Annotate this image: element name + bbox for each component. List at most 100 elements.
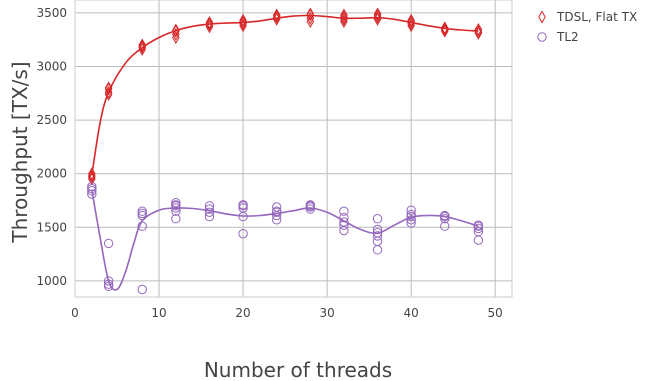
tl2-data-point — [271, 206, 282, 216]
tl2-fit-line — [91, 189, 479, 291]
tl2-data-point — [372, 227, 383, 238]
tl2-data-point — [103, 281, 114, 291]
tdsl-data-point — [407, 14, 415, 28]
tdsl-legend-label: TDSL, Flat TX — [556, 10, 637, 24]
tdsl-data-point — [205, 18, 214, 32]
plot-frame — [74, 0, 513, 298]
tl2-legend-marker — [537, 32, 547, 42]
tdsl-data-point — [440, 22, 449, 36]
tl2-data-point — [204, 211, 215, 222]
tdsl-data-point — [205, 16, 214, 30]
tl2-data-point — [137, 210, 147, 221]
tdsl-data-point — [340, 10, 348, 24]
tl2-data-point — [473, 220, 484, 230]
tdsl-data-point — [373, 8, 382, 22]
tl2-data-point — [440, 210, 450, 221]
tl2-data-point — [171, 197, 181, 208]
tl2-data-point — [305, 200, 316, 210]
tl2-data-point — [440, 221, 450, 231]
tl2-data-point — [406, 205, 416, 215]
tdsl-data-point — [88, 169, 96, 183]
tl2-data-point — [103, 276, 114, 286]
tdsl-data-point — [104, 81, 113, 95]
tdsl-data-point — [239, 13, 247, 27]
tl2-data-point — [204, 207, 215, 217]
tl2-data-point — [440, 214, 450, 224]
x-tick-label: 0 — [71, 306, 79, 320]
tdsl-data-point — [440, 21, 449, 35]
tl2-data-point — [372, 231, 383, 241]
x-tick-label: 10 — [151, 306, 166, 320]
tl2-data-point — [339, 220, 349, 230]
y-tick-label: 3000 — [36, 59, 67, 73]
y-tick-label: 1500 — [36, 220, 67, 234]
tdsl-data-point — [272, 9, 281, 23]
tdsl-legend-marker — [538, 10, 546, 24]
tdsl-data-point — [138, 40, 147, 54]
tl2-data-point — [372, 224, 383, 235]
tl2-data-point — [339, 217, 349, 227]
tl2-data-point — [238, 203, 248, 213]
tl2-data-point — [87, 181, 97, 192]
tdsl-data-point — [440, 23, 449, 37]
x-tick-label: 20 — [235, 306, 250, 320]
tdsl-data-point — [272, 8, 281, 22]
tl2-data-point — [238, 200, 248, 210]
tl2-data-point — [103, 279, 114, 289]
tl2-data-point — [372, 214, 383, 224]
tdsl-fit-line — [91, 14, 479, 176]
tdsl-data-point — [172, 23, 180, 37]
tl2-data-point — [171, 200, 181, 210]
tl2-data-point — [137, 221, 147, 231]
tdsl-data-point — [138, 39, 147, 53]
tl2-data-point — [204, 201, 215, 211]
tl2-data-point — [473, 226, 484, 237]
tl2-data-point — [171, 203, 181, 213]
legend: TDSL, Flat TX TL2 — [537, 10, 637, 44]
plot-background — [75, 0, 512, 297]
tl2-data-point — [473, 223, 484, 234]
tl2-legend-label: TL2 — [556, 30, 579, 44]
tdsl-data-point — [474, 22, 483, 36]
tdsl-data-point — [172, 24, 180, 38]
tl2-data-point — [406, 209, 416, 220]
tl2-data-point — [171, 214, 181, 224]
tdsl-data-point — [306, 8, 315, 22]
tl2-data-point — [87, 184, 97, 194]
y-axis-ticks: 1000 1500 2000 2500 3000 3500 — [36, 6, 67, 288]
tdsl-data-point — [205, 17, 214, 31]
tdsl-data-point — [138, 38, 147, 52]
tl2-data-point — [339, 206, 349, 216]
tl2-data-point — [137, 208, 147, 219]
x-axis-title: Number of threads — [204, 358, 392, 381]
tdsl-data-point — [239, 14, 247, 28]
tdsl-data-point — [104, 87, 113, 101]
tl2-data-point — [238, 229, 248, 239]
tl2-data-point — [305, 204, 316, 214]
data-points — [87, 7, 484, 295]
x-axis-ticks: 0 10 20 30 40 50 — [71, 306, 503, 320]
tdsl-data-point — [88, 167, 96, 181]
tdsl-data-point — [272, 10, 281, 24]
tdsl-data-point — [373, 7, 382, 21]
x-tick-label: 50 — [488, 306, 503, 320]
tdsl-data-point — [306, 7, 315, 21]
tl2-data-point — [204, 204, 215, 214]
grid-lines — [74, 0, 512, 297]
tl2-data-point — [137, 284, 147, 295]
x-tick-label: 30 — [319, 306, 334, 320]
tdsl-data-point — [407, 13, 415, 27]
tl2-data-point — [87, 189, 97, 199]
tl2-data-point — [406, 211, 416, 222]
fit-curves — [91, 14, 479, 291]
tdsl-data-point — [340, 8, 348, 22]
tl2-data-point — [103, 238, 114, 249]
tdsl-data-point — [104, 82, 113, 96]
tl2-data-point — [271, 202, 282, 212]
tl2-data-point — [137, 206, 147, 216]
y-tick-label: 2500 — [36, 113, 67, 127]
y-tick-label: 3500 — [36, 6, 67, 20]
x-tick-label: 40 — [404, 306, 419, 320]
tl2-data-point — [87, 186, 97, 196]
